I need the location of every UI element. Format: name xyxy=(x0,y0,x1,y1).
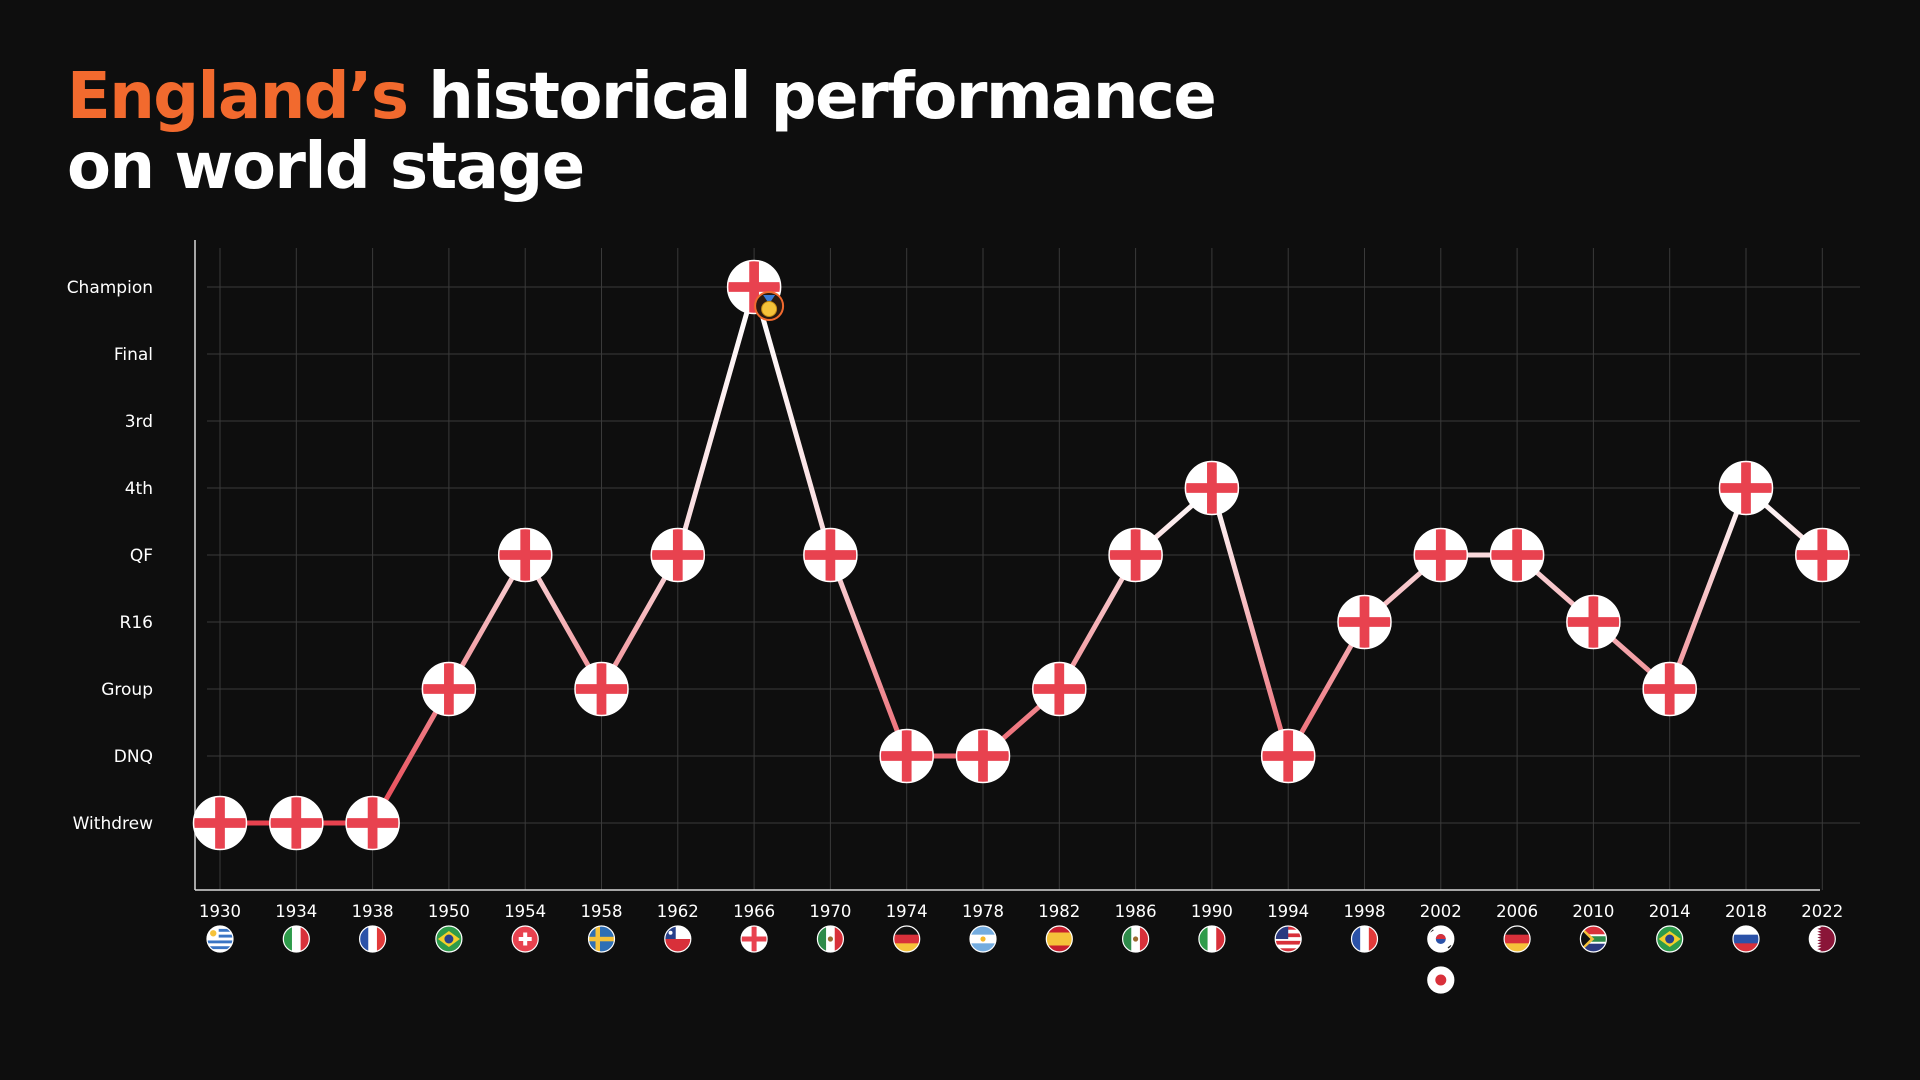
x-tick-label: 1950 xyxy=(428,902,470,921)
data-point-1986 xyxy=(1108,527,1163,583)
data-point-1938 xyxy=(345,795,400,851)
data-point-1994 xyxy=(1260,728,1316,784)
spain-flag-icon xyxy=(1045,925,1073,953)
chart-axes xyxy=(194,240,1820,891)
data-point-1990 xyxy=(1184,460,1240,516)
data-point-2014 xyxy=(1642,661,1697,717)
data-point-2010 xyxy=(1566,594,1621,650)
argentina-flag-icon xyxy=(969,925,997,953)
x-axis-labels: 1930 1934 1938 1950 1954 1958 1962 1966 1970 1974… xyxy=(199,902,1843,921)
data-markers xyxy=(192,259,1850,851)
x-tick-label: 1938 xyxy=(352,902,394,921)
data-point-1970 xyxy=(803,527,858,583)
y-tick-label: 4th xyxy=(125,479,153,499)
uruguay-flag-icon xyxy=(206,925,234,953)
data-point-1974 xyxy=(879,728,934,784)
line-segment xyxy=(1209,485,1291,759)
x-tick-label: 2018 xyxy=(1725,902,1767,921)
x-tick-label: 1930 xyxy=(199,902,241,921)
chile-flag-icon xyxy=(664,925,692,953)
sweden-flag-icon xyxy=(587,925,616,953)
host-flags xyxy=(206,925,1836,994)
data-point-2006 xyxy=(1489,527,1545,583)
y-tick-label: R16 xyxy=(120,613,153,633)
france-flag-icon xyxy=(1350,925,1379,953)
qatar-flag-icon xyxy=(1808,925,1836,953)
brazil-flag-icon xyxy=(435,925,463,953)
data-point-2022 xyxy=(1795,527,1850,583)
x-tick-label: 1966 xyxy=(733,902,775,921)
data-point-2002 xyxy=(1413,527,1469,583)
japan-flag-icon xyxy=(1427,966,1455,994)
line-segment xyxy=(751,284,833,558)
line-segment xyxy=(675,284,757,558)
y-tick-label: Champion xyxy=(67,278,153,298)
x-tick-label: 1982 xyxy=(1038,902,1080,921)
gold-medal-icon xyxy=(754,291,785,321)
x-tick-label: 1934 xyxy=(275,902,317,921)
x-tick-label: 1974 xyxy=(886,902,928,921)
y-tick-label: 3rd xyxy=(125,412,153,432)
data-point-1930 xyxy=(192,795,248,851)
line-segment xyxy=(827,552,910,759)
y-tick-label: QF xyxy=(130,546,153,566)
x-tick-label: 1994 xyxy=(1267,902,1309,921)
x-tick-label: 2022 xyxy=(1801,902,1843,921)
x-tick-label: 1986 xyxy=(1115,902,1157,921)
south-korea-flag-icon xyxy=(1427,925,1455,953)
x-tick-label: 1978 xyxy=(962,902,1004,921)
south-africa-flag-icon xyxy=(1579,925,1608,953)
data-point-1954 xyxy=(497,527,553,583)
x-tick-label: 2002 xyxy=(1420,902,1462,921)
usa-flag-icon xyxy=(1274,925,1302,953)
france-flag-icon xyxy=(359,925,387,953)
title-line-2: on world stage xyxy=(67,130,585,204)
data-point-1982 xyxy=(1032,661,1087,717)
x-tick-label: 1970 xyxy=(809,902,851,921)
data-point-1998 xyxy=(1337,594,1392,650)
data-point-1950 xyxy=(421,661,477,717)
data-point-1962 xyxy=(650,527,706,583)
chart-grid xyxy=(207,248,1860,890)
x-tick-label: 1990 xyxy=(1191,902,1233,921)
italy-flag-icon xyxy=(282,925,310,953)
y-tick-label: Final xyxy=(114,345,153,365)
italy-flag-icon xyxy=(1198,925,1226,953)
mexico-flag-icon xyxy=(1121,925,1150,953)
x-tick-label: 1998 xyxy=(1344,902,1386,921)
data-point-1934 xyxy=(269,795,324,851)
y-axis-labels: Withdrew DNQ Group R16 QF 4th 3rd Final Champion xyxy=(67,278,153,834)
y-tick-label: Withdrew xyxy=(73,814,153,834)
england-flag-icon xyxy=(740,925,768,953)
x-tick-label: 1958 xyxy=(581,902,623,921)
x-tick-label: 2010 xyxy=(1572,902,1614,921)
chart-title: England’s historical performance on worl… xyxy=(67,60,1217,204)
x-tick-label: 2014 xyxy=(1649,902,1691,921)
mexico-flag-icon xyxy=(816,925,845,953)
switzerland-flag-icon xyxy=(511,925,539,953)
data-point-1978 xyxy=(955,728,1011,784)
line-segment xyxy=(1667,485,1749,692)
data-point-1958 xyxy=(574,661,629,717)
russia-flag-icon xyxy=(1732,925,1760,953)
y-tick-label: Group xyxy=(101,680,153,700)
title-highlight: England’s xyxy=(67,60,409,134)
germany-flag-icon xyxy=(893,925,921,953)
x-tick-label: 2006 xyxy=(1496,902,1538,921)
data-point-2018 xyxy=(1718,460,1774,516)
title-rest: historical performance xyxy=(407,60,1216,134)
x-tick-label: 1962 xyxy=(657,902,699,921)
brazil-flag-icon xyxy=(1656,925,1684,953)
germany-flag-icon xyxy=(1503,925,1531,953)
x-tick-label: 1954 xyxy=(504,902,546,921)
y-tick-label: DNQ xyxy=(114,747,153,767)
